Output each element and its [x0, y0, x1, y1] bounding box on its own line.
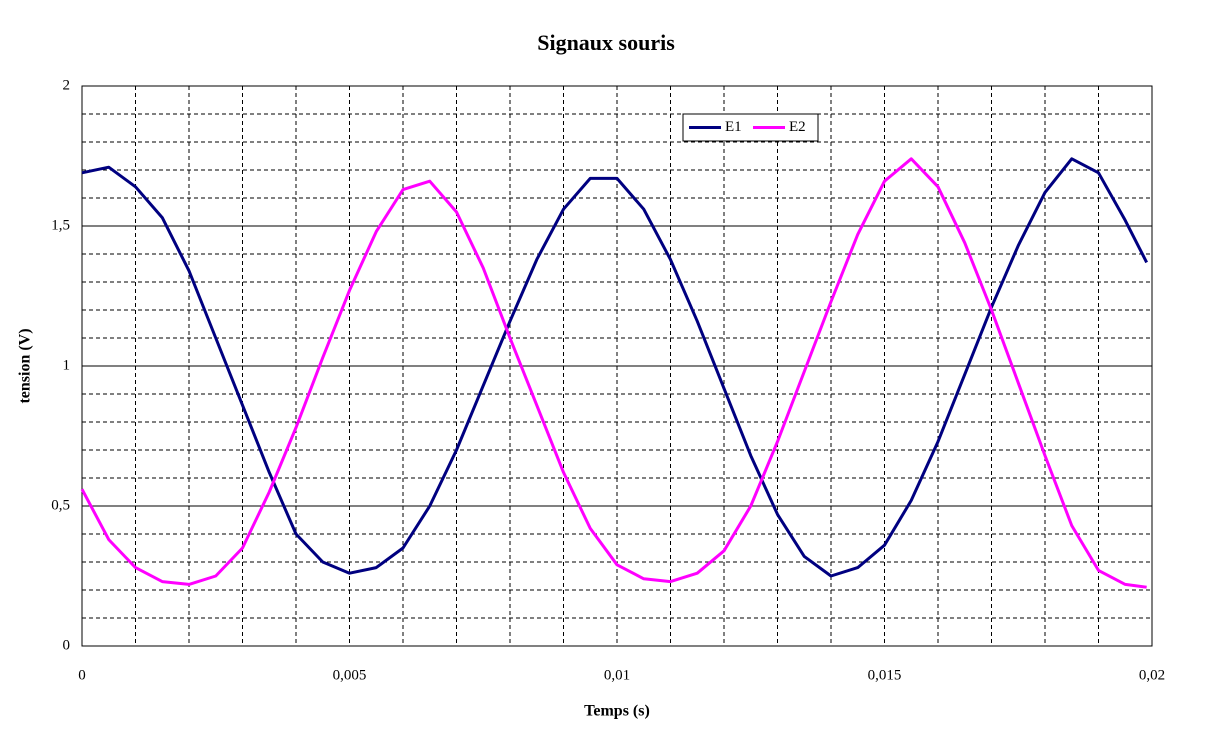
y-tick-label: 0: [63, 637, 71, 653]
x-tick-label: 0,005: [333, 667, 367, 683]
x-axis-label: Temps (s): [584, 703, 650, 720]
x-tick-label: 0: [78, 667, 86, 683]
chart-title: Signaux souris: [537, 30, 675, 55]
plot-frame: [81, 85, 1153, 647]
y-tick-label: 0,5: [51, 497, 70, 513]
y-tick-label: 2: [63, 77, 71, 93]
y-tick-label: 1,5: [51, 217, 70, 233]
series-line: [81, 157, 1148, 578]
y-tick-label: 1: [63, 357, 71, 373]
x-tick-label: 0,015: [868, 667, 902, 683]
x-tick-label: 0,02: [1139, 667, 1165, 683]
legend-label: E2: [789, 119, 806, 135]
y-axis-label: tension (V): [17, 328, 34, 403]
legend-label: E1: [725, 119, 742, 135]
x-tick-label: 0,01: [604, 667, 630, 683]
series-line: [80, 157, 1147, 589]
